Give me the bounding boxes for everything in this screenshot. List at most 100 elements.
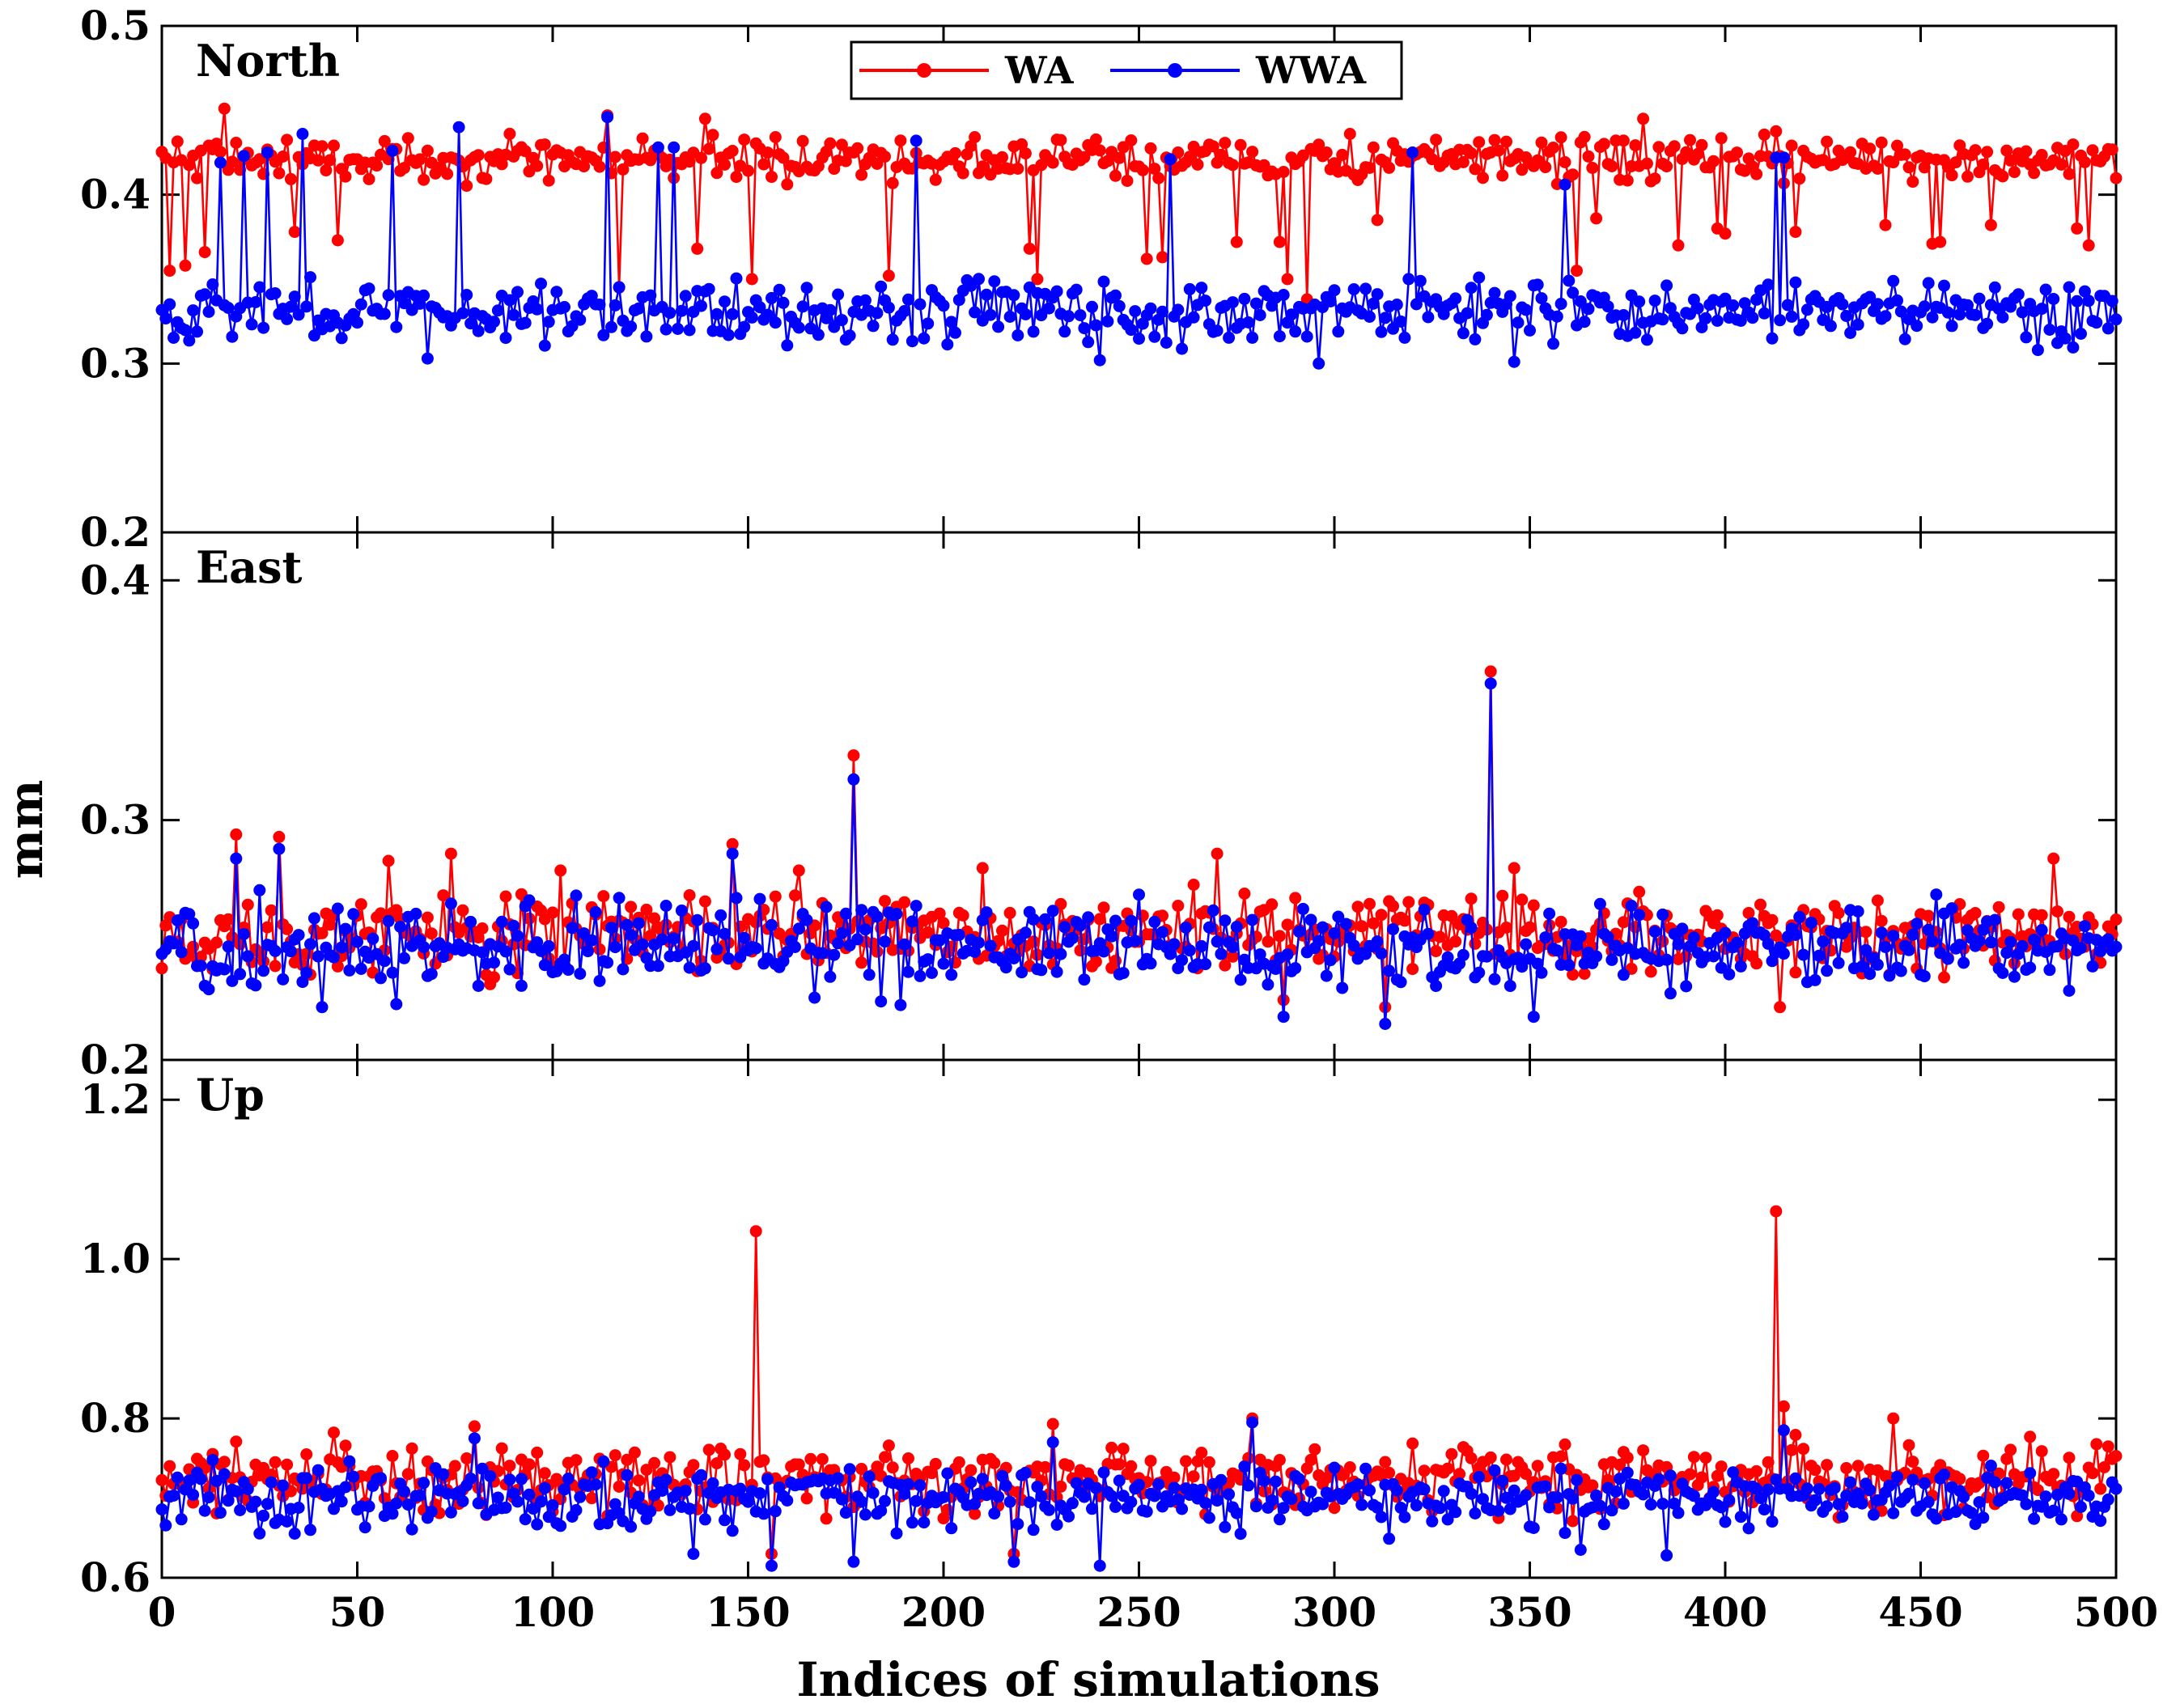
data-point-wwa	[715, 909, 727, 922]
data-point-wwa	[918, 332, 931, 345]
data-point-wwa	[2106, 295, 2118, 307]
data-point-wwa	[2028, 934, 2041, 947]
data-point-wa	[1355, 920, 1368, 933]
data-point-wa	[1172, 900, 1185, 912]
data-point-wwa	[1097, 275, 1110, 288]
data-point-wwa	[2063, 985, 2076, 997]
data-point-wwa	[538, 1481, 551, 1494]
data-point-wwa	[2035, 924, 2048, 936]
data-point-wwa	[1156, 926, 1168, 939]
data-point-wa	[1054, 1480, 1067, 1493]
data-point-wwa	[655, 1485, 668, 1497]
data-point-wa	[2004, 154, 2017, 167]
data-point-wa	[886, 1461, 899, 1474]
data-point-wwa	[202, 1491, 215, 1504]
data-point-wwa	[655, 933, 668, 946]
data-point-wa	[542, 174, 555, 187]
data-point-wwa	[1777, 1424, 1790, 1437]
y-tick-label: 0.2	[80, 1036, 151, 1083]
data-point-wwa	[1148, 915, 1161, 928]
data-point-wwa	[601, 111, 614, 124]
data-point-wa	[1516, 163, 1529, 176]
data-point-wwa	[984, 308, 997, 321]
data-point-wwa	[1524, 324, 1536, 337]
data-point-wwa	[1249, 297, 1262, 310]
data-point-wa	[698, 112, 711, 125]
data-point-wwa	[706, 1477, 719, 1490]
data-point-wwa	[1347, 939, 1360, 952]
data-point-wwa	[726, 1524, 739, 1537]
data-point-wa	[1469, 163, 1482, 176]
data-point-wwa	[198, 288, 211, 301]
data-point-wwa	[499, 332, 512, 345]
data-point-wa	[706, 129, 719, 142]
data-point-wwa	[249, 1495, 262, 1508]
data-point-wa	[331, 234, 344, 247]
data-point-wa	[835, 138, 848, 151]
data-point-wa	[745, 273, 758, 286]
data-point-wa	[816, 1453, 829, 1465]
data-point-wa	[401, 1468, 414, 1481]
data-point-wwa	[523, 1488, 536, 1501]
data-point-wa	[2004, 1443, 2017, 1456]
data-point-wwa	[1543, 1501, 1556, 1514]
data-point-wwa	[792, 922, 805, 935]
data-point-wa	[792, 864, 805, 877]
data-point-wa	[871, 945, 884, 958]
data-point-wwa	[910, 134, 922, 147]
data-point-wa	[1984, 218, 1997, 231]
data-point-wwa	[1789, 1472, 1802, 1485]
data-point-wwa	[1813, 949, 1826, 962]
data-point-wwa	[523, 894, 536, 907]
data-point-wa	[1789, 226, 1802, 239]
data-point-wwa	[249, 979, 262, 992]
data-point-wa	[820, 1512, 833, 1525]
data-point-wa	[789, 889, 801, 902]
data-point-wa	[354, 898, 367, 911]
data-point-wa	[218, 1456, 231, 1469]
data-point-wwa	[1809, 973, 1822, 986]
data-point-wwa	[230, 852, 243, 865]
data-point-wa	[1715, 132, 1728, 145]
data-point-wwa	[898, 1488, 911, 1500]
data-point-wwa	[1226, 296, 1239, 309]
data-point-wwa	[1422, 927, 1435, 940]
data-point-wwa	[2051, 1488, 2063, 1501]
data-point-wwa	[503, 1473, 516, 1486]
data-point-wwa	[1500, 1491, 1512, 1504]
data-point-wa	[284, 172, 297, 185]
data-point-wwa	[808, 991, 821, 1004]
data-point-wwa	[535, 1495, 547, 1508]
data-point-wwa	[452, 121, 465, 134]
data-point-wwa	[1922, 1495, 1935, 1508]
data-point-wa	[405, 1442, 418, 1455]
data-point-wwa	[1652, 1473, 1665, 1485]
data-point-wa	[386, 1450, 399, 1462]
data-point-wa	[1406, 1437, 1419, 1450]
data-point-wa	[1187, 1470, 1200, 1483]
data-point-wwa	[1066, 1497, 1079, 1510]
data-point-wwa	[288, 290, 301, 303]
data-point-wa	[1003, 906, 1016, 919]
data-point-wwa	[1289, 962, 1302, 975]
data-point-wwa	[2110, 313, 2123, 326]
data-point-wwa	[1660, 953, 1673, 966]
data-point-wa	[1343, 128, 1356, 140]
data-point-wa	[636, 132, 649, 145]
data-point-wa	[183, 159, 196, 172]
data-point-wwa	[464, 915, 477, 928]
data-point-wwa	[155, 1503, 168, 1516]
data-point-wa	[1093, 913, 1106, 926]
data-point-wwa	[1844, 1476, 1857, 1489]
data-point-wwa	[914, 969, 927, 982]
data-point-wwa	[941, 1467, 954, 1480]
data-point-wwa	[839, 907, 852, 920]
data-point-wwa	[1516, 960, 1529, 973]
data-point-wwa	[1996, 311, 2009, 324]
data-point-wwa	[1539, 931, 1552, 944]
data-point-wwa	[418, 941, 430, 954]
data-point-wa	[1364, 897, 1376, 910]
data-point-wwa	[425, 968, 438, 981]
data-point-wa	[1266, 898, 1279, 911]
data-point-wa	[2086, 144, 2099, 157]
